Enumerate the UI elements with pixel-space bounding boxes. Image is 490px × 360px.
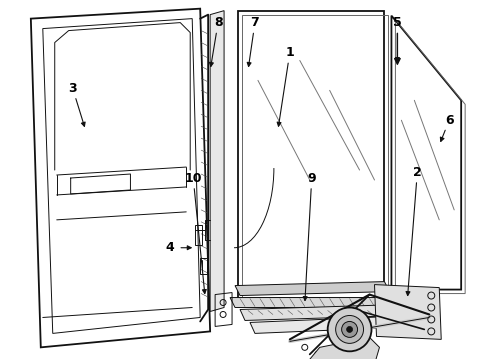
Circle shape [342, 321, 358, 337]
Text: 1: 1 [286, 46, 294, 59]
Polygon shape [310, 337, 379, 360]
Polygon shape [250, 315, 419, 333]
Polygon shape [230, 298, 390, 307]
Polygon shape [240, 305, 404, 320]
Polygon shape [210, 11, 224, 311]
Polygon shape [235, 282, 390, 296]
Circle shape [346, 327, 353, 332]
Text: 6: 6 [445, 114, 454, 127]
Text: 2: 2 [413, 166, 422, 179]
Circle shape [336, 315, 364, 343]
Text: 3: 3 [68, 82, 77, 95]
Text: 9: 9 [307, 171, 316, 185]
Text: 8: 8 [214, 16, 222, 29]
Text: 7: 7 [250, 16, 259, 29]
Text: 5: 5 [393, 16, 402, 29]
Circle shape [328, 307, 371, 351]
Polygon shape [374, 285, 441, 339]
Text: 4: 4 [166, 241, 174, 254]
Text: 10: 10 [184, 171, 202, 185]
